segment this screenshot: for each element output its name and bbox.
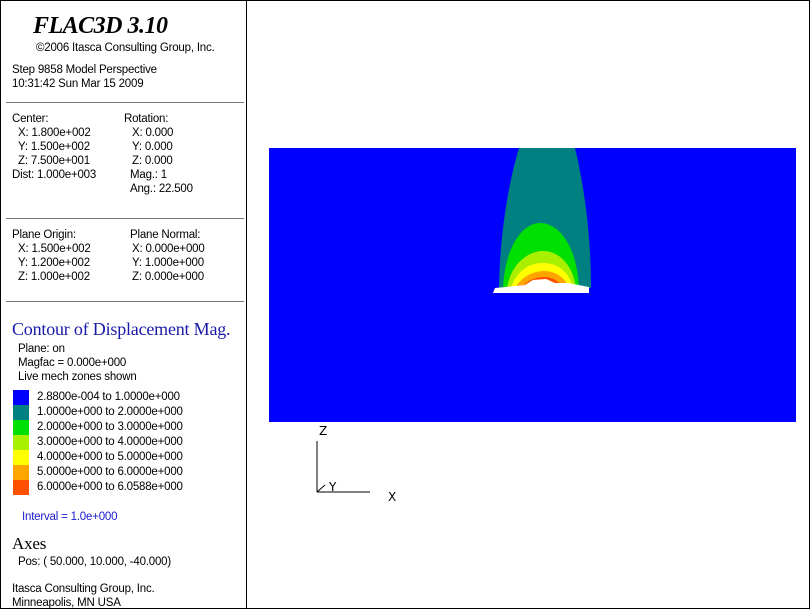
axis-y-label: Y [328,480,337,494]
app-title: FLAC3D 3.10 [33,13,168,39]
plane-origin-label: Plane Origin: [12,229,76,241]
plane-normal-x: X: 0.000e+000 [132,243,205,255]
plane-normal-label: Plane Normal: [130,229,201,241]
plane-origin-y: Y: 1.200e+002 [18,257,90,269]
legend-range-label: 2.8800e-004 to 1.0000e+000 [37,391,180,403]
axis-z-label: Z [319,424,327,438]
location-text: Minneapolis, MN USA [12,597,121,609]
legend-swatch [13,390,29,405]
axes-pos: Pos: ( 50.000, 10.000, -40.000) [18,556,171,568]
step-text: Step 9858 Model Perspective [12,64,157,76]
plane-origin-z: Z: 1.000e+002 [18,271,90,283]
divider [6,218,244,219]
dist-text: Dist: 1.000e+003 [12,169,97,181]
copyright-text: ©2006 Itasca Consulting Group, Inc. [36,42,215,54]
plane-normal-z: Z: 0.000e+000 [132,271,204,283]
ang-text: Ang.: 22.500 [130,183,193,195]
center-z: Z: 7.500e+001 [18,155,90,167]
plane-origin-x: X: 1.500e+002 [18,243,91,255]
company-text: Itasca Consulting Group, Inc. [12,583,155,595]
divider [6,301,244,302]
contour-title: Contour of Displacement Mag. [12,319,231,339]
legend-range-label: 1.0000e+000 to 2.0000e+000 [37,406,183,418]
axis-x-label: X [388,490,396,504]
legend-range-label: 5.0000e+000 to 6.0000e+000 [37,466,183,478]
datetime-text: 10:31:42 Sun Mar 15 2009 [12,78,144,90]
contour-zones: Live mech zones shown [18,371,137,383]
rotation-x: X: 0.000 [132,127,174,139]
rotation-y: Y: 0.000 [132,141,173,153]
divider [6,102,244,103]
center-label: Center: [12,113,49,125]
model-viewport[interactable]: Z Y X [247,1,809,608]
mag-text: Mag.: 1 [130,169,167,181]
contour-plane: Plane: on [18,343,65,355]
legend-range-label: 6.0000e+000 to 6.0588e+000 [37,481,183,493]
legend-swatch [13,480,29,495]
axis-y-line [316,484,326,493]
legend-swatch [13,435,29,450]
plane-normal-y: Y: 1.000e+000 [132,257,204,269]
legend-range-label: 2.0000e+000 to 3.0000e+000 [37,421,183,433]
rotation-label: Rotation: [124,113,169,125]
rotation-z: Z: 0.000 [132,155,173,167]
axes-title: Axes [12,534,47,553]
center-x: X: 1.800e+002 [18,127,91,139]
legend-panel: FLAC3D 3.10 ©2006 Itasca Consulting Grou… [0,0,247,609]
legend-swatch [13,420,29,435]
model-plot: Z Y X [269,148,796,504]
legend-range-label: 3.0000e+000 to 4.0000e+000 [37,436,183,448]
legend-swatch [13,405,29,420]
center-y: Y: 1.500e+002 [18,141,90,153]
interval-text: Interval = 1.0e+000 [22,511,118,523]
contour-magfac: Magfac = 0.000e+000 [18,357,127,369]
legend-range-label: 4.0000e+000 to 5.0000e+000 [37,451,183,463]
legend-swatch [13,450,29,465]
excavation-void [493,279,589,293]
legend-swatch [13,465,29,480]
